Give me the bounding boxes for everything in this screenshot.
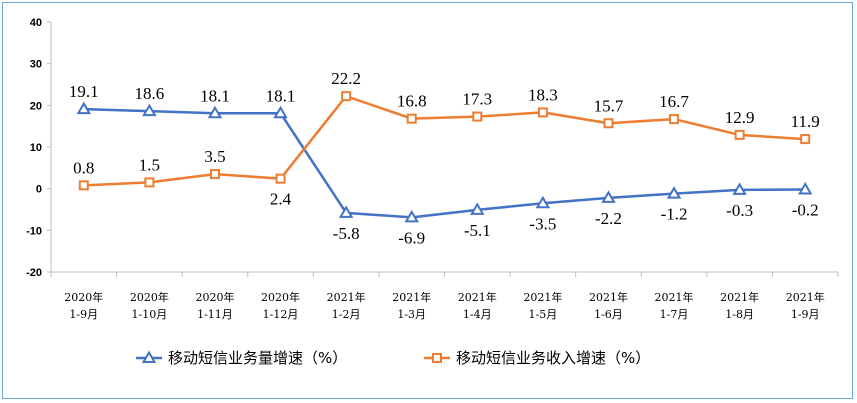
triangle-marker [601, 190, 616, 203]
triangle-marker [207, 105, 223, 119]
revenue-growth-line [83, 94, 806, 187]
x-tick-label: 2021年 [655, 290, 694, 304]
data-label: 2.4 [270, 190, 292, 209]
data-label: 18.1 [266, 86, 296, 105]
triangle-marker [76, 101, 92, 115]
triangle-marker [797, 182, 813, 195]
legend: 移动短信业务量增速（%） 移动短信业务收入增速（%） [136, 349, 650, 367]
square-marker [406, 113, 417, 124]
data-label: 19.1 [69, 82, 99, 101]
x-tick-label: 1-10月 [132, 308, 168, 321]
y-tick-label: 10 [30, 142, 42, 154]
triangle-marker [470, 202, 485, 215]
square-marker [209, 169, 220, 180]
y-tick-label: 30 [30, 59, 42, 71]
square-marker [669, 114, 680, 125]
data-label: 3.5 [204, 147, 225, 166]
data-label: 12.9 [725, 108, 755, 127]
data-label: 0.8 [73, 158, 94, 177]
x-tick-label: 2021年 [392, 290, 431, 304]
x-tick-label: 2021年 [720, 290, 759, 304]
data-label: 16.7 [659, 92, 689, 111]
square-marker [144, 177, 155, 188]
triangle-marker [732, 182, 747, 195]
y-tick-label: 40 [30, 17, 42, 29]
square-marker [472, 111, 483, 122]
data-label: -5.8 [333, 224, 360, 243]
data-label: 18.3 [528, 85, 558, 104]
triangle-marker [404, 209, 419, 223]
x-tick-label: 1-2月 [332, 308, 361, 321]
square-marker [432, 353, 442, 363]
data-label: -2.2 [595, 209, 622, 228]
data-label: -5.1 [464, 221, 491, 240]
x-tick-label: 2021年 [523, 290, 562, 304]
x-tick-label: 1-4月 [463, 308, 492, 321]
x-tick-label: 2021年 [458, 290, 497, 304]
square-marker [800, 134, 811, 145]
data-label: -6.9 [398, 228, 425, 247]
data-label: 18.6 [135, 84, 165, 103]
volume-growth-line [83, 107, 806, 219]
y-tick-label: -20 [26, 267, 42, 279]
data-label: 22.2 [331, 69, 361, 88]
square-marker [78, 180, 89, 191]
triangle-marker [666, 186, 682, 199]
triangle-marker [273, 105, 288, 119]
x-tick-label: 1-12月 [263, 308, 299, 321]
x-tick-label: 1-11月 [197, 308, 233, 321]
square-marker [603, 118, 614, 129]
x-tick-label: 2020年 [130, 290, 169, 304]
data-label: -0.3 [726, 201, 753, 220]
square-marker [275, 173, 286, 184]
y-tick-label: 0 [36, 184, 42, 196]
data-label: 15.7 [594, 96, 624, 115]
x-tick-label: 2021年 [327, 290, 366, 304]
triangle-marker [535, 195, 551, 209]
x-tick-label: 2020年 [195, 290, 234, 304]
data-label: -0.2 [792, 201, 819, 220]
data-label: 1.5 [139, 155, 160, 174]
x-tick-label: 2020年 [64, 290, 103, 304]
x-tick-label: 1-9月 [69, 308, 98, 321]
data-label: -1.2 [661, 205, 688, 224]
x-tick-label: 2021年 [589, 290, 628, 304]
x-tick-label: 1-3月 [397, 308, 426, 321]
square-marker [734, 129, 745, 140]
x-tick-label: 2021年 [786, 290, 825, 304]
triangle-marker [338, 205, 354, 218]
axes: 40 30 20 10 0 -10 -20 2020年 1-9月 2020年 1-10月 2020年 1… [26, 17, 839, 321]
y-tick-label: 20 [30, 100, 42, 112]
data-label: -3.5 [529, 214, 556, 233]
data-label: 16.8 [397, 92, 427, 111]
x-tick-label: 1-9月 [791, 308, 820, 321]
x-tick-label: 2020年 [261, 290, 300, 304]
x-tick-label: 1-5月 [529, 308, 558, 321]
series-layer [76, 91, 813, 223]
data-label: 18.1 [200, 86, 230, 105]
square-marker [341, 91, 352, 102]
chart-frame [2, 2, 853, 399]
x-tick-label: 1-7月 [660, 308, 689, 321]
triangle-marker [142, 103, 157, 117]
legend-label: 移动短信业务量增速（%） [168, 349, 347, 367]
y-tick-label: -10 [26, 225, 42, 237]
x-tick-label: 1-8月 [725, 308, 754, 321]
data-labels: 19.1 18.6 18.1 18.1 -5.8 -6.9 -5.1 -3.5 -2.2 -1.2… [69, 69, 820, 247]
data-label: 17.3 [462, 90, 492, 109]
legend-label: 移动短信业务收入增速（%） [456, 349, 650, 367]
data-label: 11.9 [791, 112, 820, 131]
x-tick-label: 1-6月 [594, 308, 623, 321]
square-marker [537, 107, 548, 118]
triangle-marker [141, 350, 157, 363]
